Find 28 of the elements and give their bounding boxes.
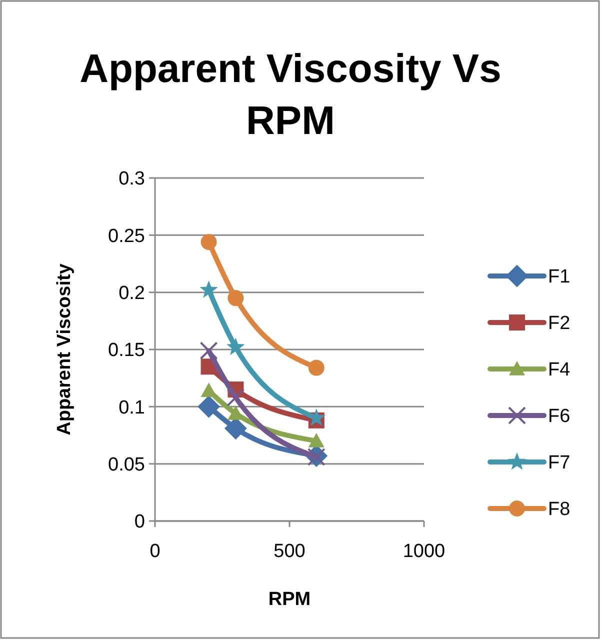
legend-label: F6	[548, 406, 570, 428]
y-tick-label: 0.15	[108, 340, 145, 362]
point	[200, 280, 218, 298]
y-tick-label: 0	[134, 512, 145, 533]
y-axis-title: Apparent Viscosity	[54, 263, 75, 436]
point	[228, 290, 244, 306]
x-axis-title: RPM	[268, 589, 311, 610]
point	[226, 338, 245, 355]
point	[200, 342, 218, 360]
y-tick-label: 0.25	[108, 226, 145, 247]
x-tick-label: 1000	[402, 541, 446, 562]
point	[200, 234, 217, 250]
y-tick-label: 0.1	[118, 397, 145, 418]
legend-label: F7	[548, 452, 570, 474]
legend-label: F1	[548, 266, 570, 288]
chart-title: Apparent Viscosity Vs RPM	[80, 47, 502, 143]
point	[308, 360, 324, 376]
point	[308, 432, 324, 448]
point	[226, 388, 245, 407]
y-tick-label: 0.05	[108, 454, 145, 476]
legend-label: F8	[548, 499, 570, 520]
y-tick-label: 0.2	[118, 282, 145, 304]
legend-label: F4	[548, 360, 571, 381]
x-tick-label: 0	[150, 541, 160, 562]
y-tick-label: 0.3	[118, 168, 145, 190]
legend-label: F2	[548, 313, 570, 334]
x-tick-label: 500	[274, 541, 306, 562]
point	[198, 395, 220, 418]
